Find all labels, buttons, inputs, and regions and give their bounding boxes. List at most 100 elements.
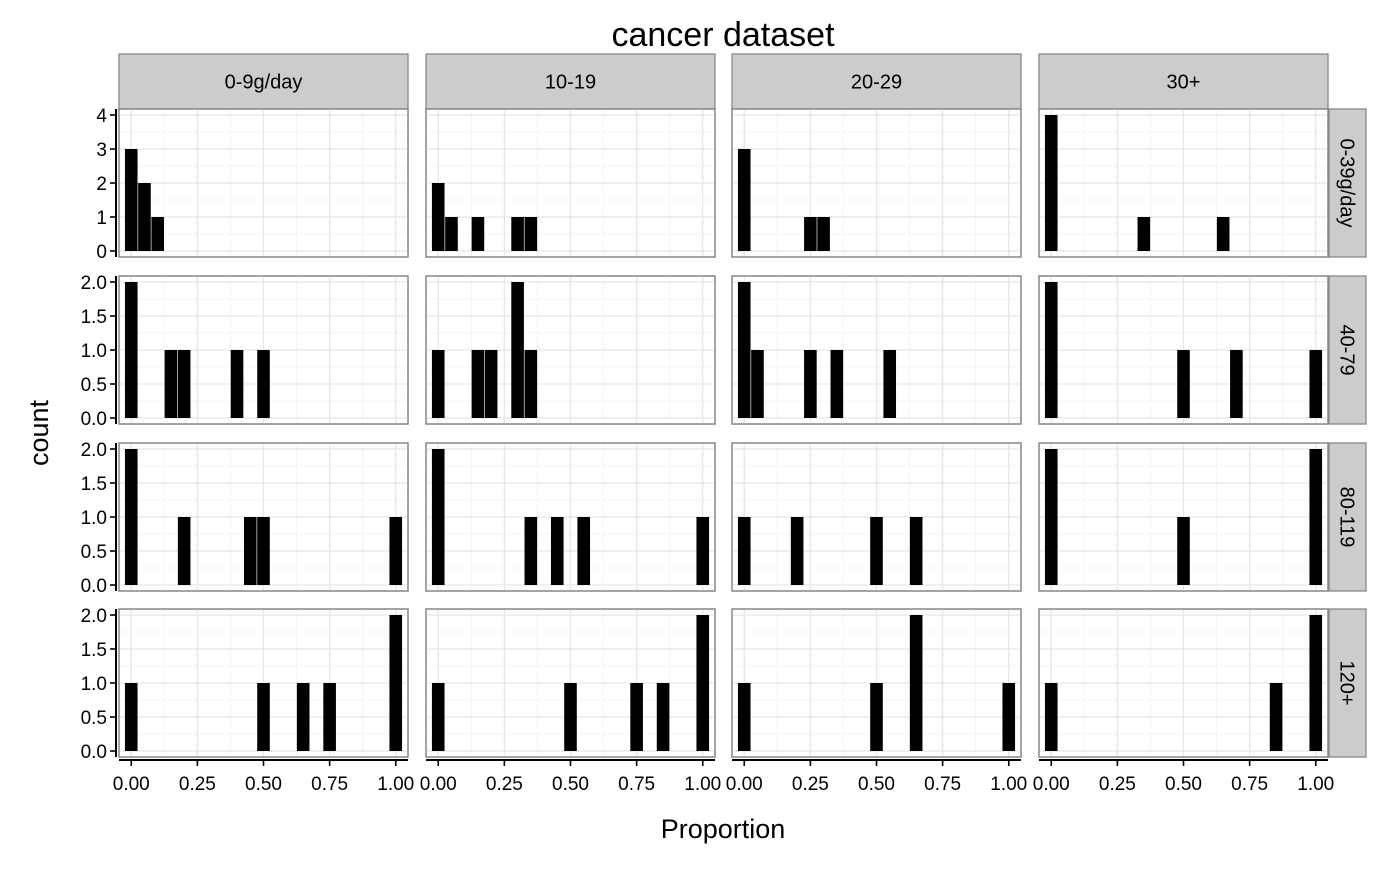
x-tick-label: 0.25 (486, 774, 523, 795)
panel-40-79-10-19 (425, 275, 716, 425)
y-tick-label: 0 (96, 242, 107, 263)
histogram-bar (1309, 615, 1323, 751)
histogram-bar (577, 517, 591, 585)
x-axis-title: Proportion (661, 814, 786, 844)
x-tick-label: 0.00 (1033, 774, 1070, 795)
column-strip-label: 20-29 (851, 72, 902, 94)
panel-border (1038, 108, 1329, 258)
row-strip-120 (1328, 608, 1367, 758)
histogram-bar (138, 183, 151, 251)
y-tick-label: 0.0 (81, 576, 107, 597)
row-strip-80-119 (1328, 442, 1367, 592)
histogram-bar (909, 615, 923, 751)
panel-0-39g-day-10-19 (425, 108, 716, 258)
histogram-bar (1002, 683, 1016, 751)
y-tick-label: 1 (96, 208, 107, 229)
panel-border (731, 108, 1022, 258)
histogram-bar (243, 517, 257, 585)
column-strip-label: 30+ (1167, 72, 1201, 94)
y-axis-title: count (24, 399, 54, 466)
panel-border (425, 108, 716, 258)
y-tick-label: 1.5 (81, 307, 107, 328)
row-strip-label: 80-119 (1336, 487, 1358, 548)
column-strip-label: 10-19 (545, 72, 596, 94)
panel-border (118, 442, 409, 592)
panel-border (425, 442, 716, 592)
y-tick-label: 0.5 (81, 375, 107, 396)
panel-80-119-20-29 (731, 442, 1022, 592)
x-tick-label: 0.00 (726, 774, 763, 795)
y-tick-label: 3 (96, 140, 107, 161)
y-tick-label: 0.0 (81, 409, 107, 430)
panel-border (731, 608, 1022, 758)
histogram-bar (177, 350, 191, 418)
panel-120-30 (1038, 608, 1329, 758)
y-tick-label: 1.0 (81, 508, 107, 529)
histogram-bar (870, 517, 883, 585)
panel-40-79-30 (1038, 275, 1329, 425)
histogram-bar (1044, 449, 1058, 585)
histogram-bar (445, 217, 458, 251)
histogram-bar (804, 350, 817, 418)
y-tick-label: 2.0 (81, 273, 107, 294)
x-tick-label: 0.25 (792, 774, 829, 795)
row-strip-0-39g-day (1328, 108, 1367, 258)
y-tick-label: 0.5 (81, 708, 107, 729)
histogram-bar (524, 217, 538, 251)
histogram-bar (830, 350, 844, 418)
histogram-bar (471, 217, 485, 251)
histogram-bar (511, 282, 524, 418)
histogram-bar (1177, 350, 1190, 418)
histogram-bar (883, 350, 897, 418)
panel-0-39g-day-0-9g-day (118, 108, 409, 258)
histogram-bar (164, 350, 178, 418)
y-tick-label: 4 (96, 106, 107, 127)
row-strip-label: 120+ (1336, 660, 1358, 705)
x-tick-label: 0.25 (179, 774, 216, 795)
panel-border (425, 275, 716, 425)
histogram-bar (656, 683, 670, 751)
histogram-bar (1137, 217, 1151, 251)
histogram-bar (471, 350, 485, 418)
histogram-bar (737, 517, 751, 585)
histogram-bar (323, 683, 336, 751)
column-strip-label: 0-9g/day (225, 72, 303, 94)
panel-border (118, 608, 409, 758)
histogram-bar (124, 683, 138, 751)
panel-80-119-0-9g-day (118, 442, 409, 592)
column-strip-20-29 (731, 53, 1022, 110)
y-tick-label: 1.5 (81, 640, 107, 661)
histogram-bar (870, 683, 883, 751)
histogram-bar (751, 350, 764, 418)
panel-border (1038, 275, 1329, 425)
histogram-bar (257, 683, 270, 751)
histogram-bar (804, 217, 817, 251)
histogram-bar (1309, 350, 1323, 418)
row-strip-label: 40-79 (1336, 324, 1358, 375)
histogram-bar (389, 615, 403, 751)
histogram-bar (790, 517, 804, 585)
chart-title: cancer dataset (611, 16, 835, 54)
y-tick-label: 2 (96, 174, 107, 195)
histogram-bar (230, 350, 244, 418)
plot-area: 0-9g/day 10-19 20-29 30+ 0-39g/day 0 1 2 3 4 40-79… (81, 53, 1367, 795)
x-tick-label: 1.00 (990, 774, 1027, 795)
y-tick-label: 1.0 (81, 674, 107, 695)
panel-border (425, 608, 716, 758)
panel-40-79-20-29 (731, 275, 1022, 425)
row-strip-40-79 (1328, 275, 1367, 425)
histogram-bar (431, 350, 445, 418)
panel-border (731, 275, 1022, 425)
panel-80-119-30 (1038, 442, 1329, 592)
x-tick-label: 0.50 (1165, 774, 1202, 795)
histogram-bar (511, 217, 524, 251)
histogram-bar (484, 350, 498, 418)
histogram-bar (124, 282, 138, 418)
histogram-bar (909, 517, 923, 585)
histogram-bar (296, 683, 310, 751)
x-tick-label: 0.00 (420, 774, 457, 795)
y-tick-label: 1.5 (81, 474, 107, 495)
panel-120-0-9g-day (118, 608, 409, 758)
histogram-bar (1044, 683, 1058, 751)
